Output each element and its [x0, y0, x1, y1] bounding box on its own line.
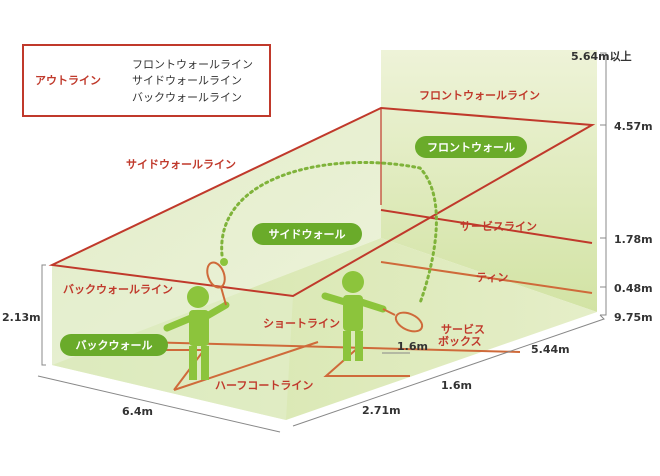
racket-front [382, 308, 424, 333]
pill-back-wall: バックウォール [60, 334, 168, 356]
label-service-line: サービスライン [460, 219, 537, 233]
player-back-arm-right [203, 301, 230, 320]
player-front-head [342, 271, 364, 293]
player-front-arm-left [321, 292, 349, 306]
label-half-court-line: ハーフコートライン [215, 379, 313, 392]
dim-box-width: 1.6m [441, 379, 472, 392]
legend-box [22, 44, 271, 117]
dim-box-depth: 1.6m [397, 340, 428, 353]
ball [220, 258, 228, 266]
dim-width: 6.4m [122, 405, 153, 418]
height-bracket-left [41, 264, 46, 366]
dim-back-height: 2.13m [2, 311, 41, 324]
player-front-arm-right [357, 298, 387, 313]
label-back-wall-line: バックウォールライン [63, 283, 173, 296]
player-front-body [343, 295, 363, 331]
pill-back-wall-label: バックウォール [76, 339, 153, 352]
pill-front-wall: フロントウォール [415, 136, 527, 158]
label-service-box-2: ボックス [438, 334, 482, 348]
label-short-line: ショートライン [263, 317, 340, 330]
pill-side-wall: サイドウォール [252, 223, 362, 245]
dim-short-to-back: 2.71m [362, 404, 401, 417]
dim-front-out: 4.57m [614, 120, 653, 133]
dim-tin: 0.48m [614, 282, 653, 295]
racket-back-handle [220, 286, 227, 306]
dim-front-to-short: 5.44m [531, 343, 570, 356]
pill-front-wall-label: フロントウォール [427, 141, 515, 154]
legend-item-back: バックウォールライン [132, 91, 242, 104]
pill-side-wall-bg [252, 223, 362, 245]
pill-side-wall-label: サイドウォール [269, 228, 346, 241]
player-back-arm-left [163, 314, 195, 332]
label-service-box-1: サービス [441, 322, 485, 336]
player-back [163, 286, 230, 380]
dim-ceiling: 5.64m以上 [571, 49, 632, 63]
player-front [321, 271, 387, 361]
racket-front-handle [382, 308, 396, 316]
pill-front-wall-bg [415, 136, 527, 158]
pill-back-wall-bg [60, 334, 168, 356]
player-front-leg-right [355, 331, 363, 361]
label-side-wall-line: サイドウォールライン [126, 158, 236, 171]
legend-item-side: サイドウォールライン [132, 74, 242, 87]
length-bracket [292, 314, 605, 427]
racket-front-head [394, 311, 424, 333]
dim-court-length: 9.75m [614, 311, 653, 324]
service-line-mark [380, 209, 593, 244]
ball-trajectory [220, 161, 438, 305]
dimension-brackets [37, 52, 607, 433]
racket-back [206, 261, 227, 306]
legend-title: アウトライン [35, 74, 101, 87]
half-court-line-mark [173, 341, 319, 391]
legend-item-front: フロントウォールライン [132, 58, 253, 71]
label-front-wall-line: フロントウォールライン [419, 89, 540, 102]
player-back-head [187, 286, 209, 308]
player-front-leg-left [343, 331, 351, 361]
label-tin: ティン [476, 271, 508, 284]
player-back-leg-left [189, 346, 197, 380]
dim-service: 1.78m [614, 233, 653, 246]
tin-line-mark [380, 261, 593, 294]
width-bracket [37, 375, 281, 433]
player-back-leg-right [201, 346, 209, 380]
height-bracket-right [600, 52, 607, 316]
